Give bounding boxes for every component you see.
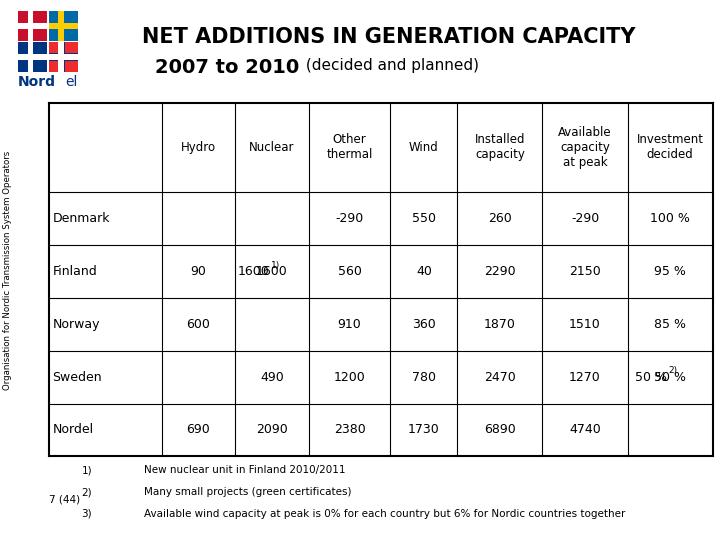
- Text: 2290: 2290: [484, 265, 516, 278]
- Text: 360: 360: [412, 318, 436, 331]
- Text: 1870: 1870: [484, 318, 516, 331]
- Text: 2): 2): [81, 487, 92, 497]
- Text: NET ADDITIONS IN GENERATION CAPACITY: NET ADDITIONS IN GENERATION CAPACITY: [142, 27, 636, 47]
- Text: 90: 90: [191, 265, 207, 278]
- Text: Many small projects (green certificates): Many small projects (green certificates): [144, 487, 351, 497]
- Text: 2): 2): [669, 366, 678, 375]
- Text: Sweden: Sweden: [53, 370, 102, 383]
- Text: 85 %: 85 %: [654, 318, 686, 331]
- Text: 1): 1): [81, 465, 92, 476]
- Bar: [18, 42, 47, 72]
- Text: Nordel: Nordel: [53, 423, 94, 436]
- Bar: [18, 11, 47, 40]
- Text: (decided and planned): (decided and planned): [301, 58, 479, 73]
- Text: Wind: Wind: [409, 141, 438, 154]
- Text: Nuclear: Nuclear: [249, 141, 294, 154]
- Text: New nuclear unit in Finland 2010/2011: New nuclear unit in Finland 2010/2011: [144, 465, 346, 476]
- Text: Available wind capacity at peak is 0% for each country but 6% for Nordic countri: Available wind capacity at peak is 0% fo…: [144, 509, 626, 519]
- Text: 95 %: 95 %: [654, 265, 686, 278]
- Text: 4740: 4740: [570, 423, 601, 436]
- Text: 1200: 1200: [333, 370, 366, 383]
- Text: 2007 to 2010: 2007 to 2010: [155, 58, 299, 77]
- Text: Installed
capacity: Installed capacity: [474, 133, 525, 161]
- Text: Hydro: Hydro: [181, 141, 216, 154]
- Bar: [49, 53, 78, 61]
- Text: 50 %: 50 %: [654, 370, 686, 383]
- Text: 2090: 2090: [256, 423, 288, 436]
- Bar: [49, 23, 78, 29]
- Text: 100 %: 100 %: [650, 212, 690, 225]
- Text: 1510: 1510: [570, 318, 601, 331]
- Bar: [49, 11, 78, 40]
- Bar: [58, 11, 63, 40]
- Text: 1): 1): [271, 261, 280, 269]
- Text: 7 (44): 7 (44): [49, 494, 80, 504]
- Text: -290: -290: [571, 212, 599, 225]
- Text: Available
capacity
at peak: Available capacity at peak: [558, 126, 612, 169]
- Text: 550: 550: [412, 212, 436, 225]
- Bar: [27, 11, 32, 40]
- Text: 560: 560: [338, 265, 361, 278]
- Bar: [18, 23, 47, 29]
- Text: 1730: 1730: [408, 423, 440, 436]
- Text: 6890: 6890: [484, 423, 516, 436]
- Bar: [58, 42, 65, 72]
- Text: 2150: 2150: [570, 265, 601, 278]
- Text: 40: 40: [416, 265, 432, 278]
- Text: Norway: Norway: [53, 318, 100, 331]
- Text: 490: 490: [260, 370, 284, 383]
- Text: Finland: Finland: [53, 265, 97, 278]
- Text: -290: -290: [336, 212, 364, 225]
- Text: 780: 780: [412, 370, 436, 383]
- Text: Nord: Nord: [18, 75, 56, 89]
- Text: Organisation for Nordic Transmission System Operators: Organisation for Nordic Transmission Sys…: [4, 150, 12, 390]
- Text: 260: 260: [488, 212, 512, 225]
- Bar: [27, 42, 32, 72]
- Text: Denmark: Denmark: [53, 212, 110, 225]
- Bar: [58, 42, 63, 72]
- Text: Investment
decided: Investment decided: [636, 133, 703, 161]
- Text: 910: 910: [338, 318, 361, 331]
- Text: 600: 600: [186, 318, 210, 331]
- Text: Other
thermal: Other thermal: [326, 133, 373, 161]
- Bar: [49, 54, 78, 60]
- Bar: [18, 54, 47, 60]
- Text: el: el: [65, 75, 77, 89]
- Text: 2470: 2470: [484, 370, 516, 383]
- Text: 690: 690: [186, 423, 210, 436]
- Bar: [49, 42, 78, 72]
- Text: 3): 3): [81, 509, 92, 519]
- Text: 2380: 2380: [333, 423, 366, 436]
- Text: 1270: 1270: [570, 370, 601, 383]
- Text: 50 %: 50 %: [635, 370, 667, 383]
- Text: 1600: 1600: [238, 265, 269, 278]
- Text: 1600: 1600: [256, 265, 288, 278]
